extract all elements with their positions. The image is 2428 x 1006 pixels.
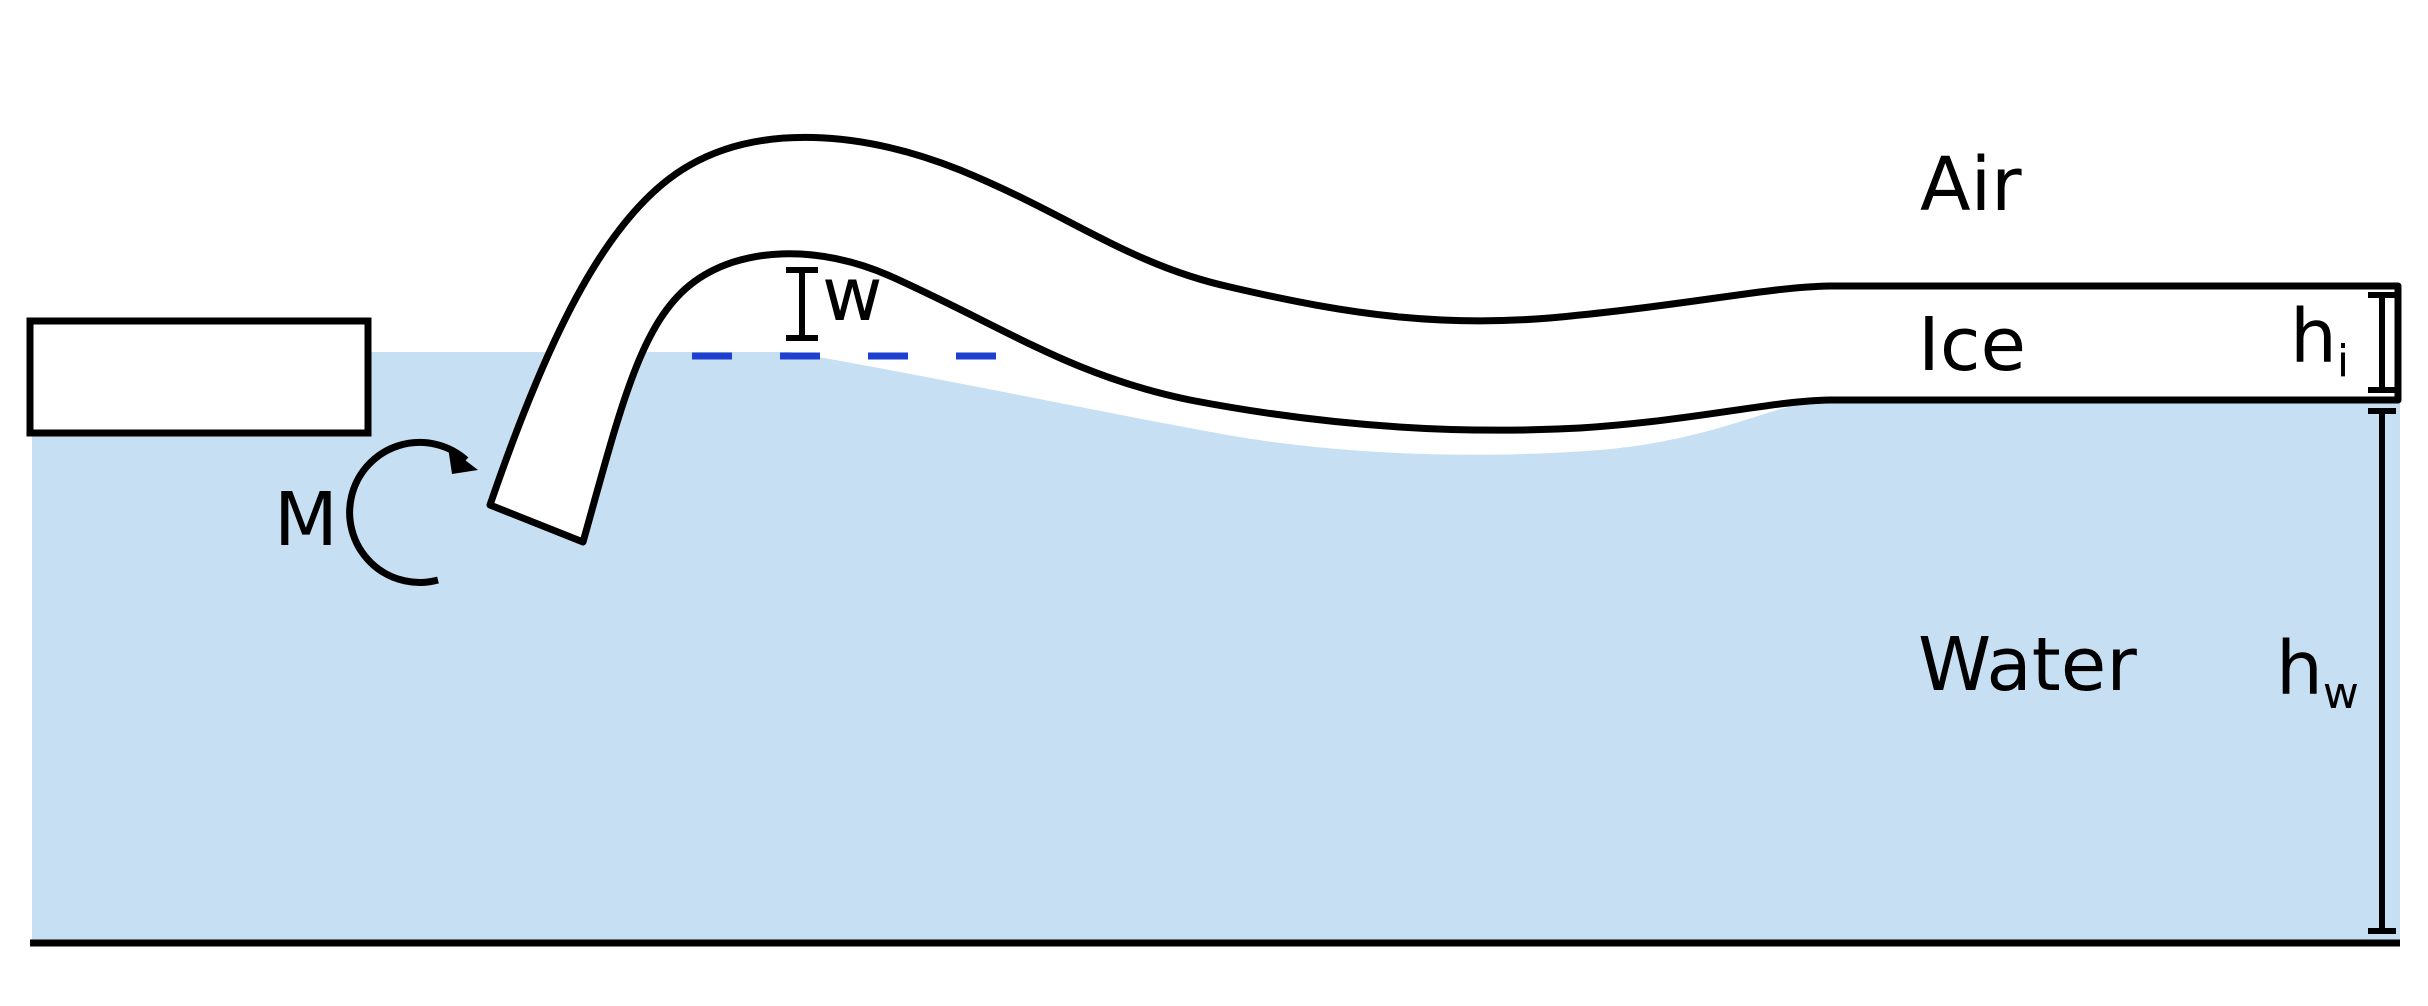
deflection-marker: [786, 267, 818, 341]
ice-sheet: [486, 133, 2402, 546]
moment-arrow-icon: [346, 438, 478, 586]
ship-rectangle: [26, 317, 372, 437]
label-deflection: w: [822, 252, 883, 338]
label-water-depth-base: h: [2276, 626, 2323, 712]
label-moment: M: [274, 477, 338, 563]
label-ice-thickness: hi: [2290, 294, 2349, 387]
label-water-depth-sub: w: [2323, 668, 2359, 719]
label-water: Water: [1918, 622, 2137, 708]
label-ice-thickness-base: h: [2290, 294, 2337, 380]
label-ice: Ice: [1918, 302, 2026, 388]
label-water-depth: hw: [2276, 626, 2359, 719]
water-region: [32, 352, 2400, 945]
ice-thickness-marker: [2368, 292, 2396, 393]
label-ice-thickness-sub: i: [2337, 336, 2349, 387]
label-air: Air: [1920, 142, 2022, 228]
water-depth-marker: [2368, 408, 2396, 934]
